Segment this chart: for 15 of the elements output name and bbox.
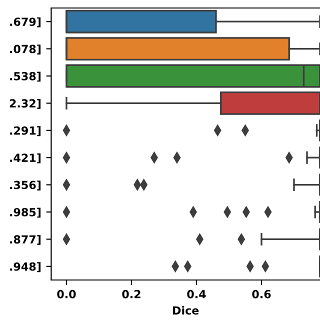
y-tick-label: .985]	[10, 208, 41, 218]
y-tick-label: .421]	[10, 153, 41, 164]
x-tick-label: 0.6	[252, 290, 271, 298]
y-tick-label: .291]	[10, 126, 41, 136]
y-tick-label: .877]	[10, 234, 41, 245]
y-tick-label: .356]	[10, 180, 41, 190]
x-tick-label: 0.4	[187, 290, 206, 298]
y-tick-label: 2.32]	[10, 98, 41, 109]
x-axis-title: Dice	[173, 306, 199, 315]
y-tick-label: .078]	[10, 44, 41, 54]
x-tick-label: 0.2	[122, 290, 140, 298]
y-tick-label: .679]	[10, 17, 41, 28]
y-tick-label: .538]	[10, 72, 41, 82]
y-tick-label: .948]	[10, 262, 41, 272]
x-tick-label: 0.0	[57, 290, 76, 298]
